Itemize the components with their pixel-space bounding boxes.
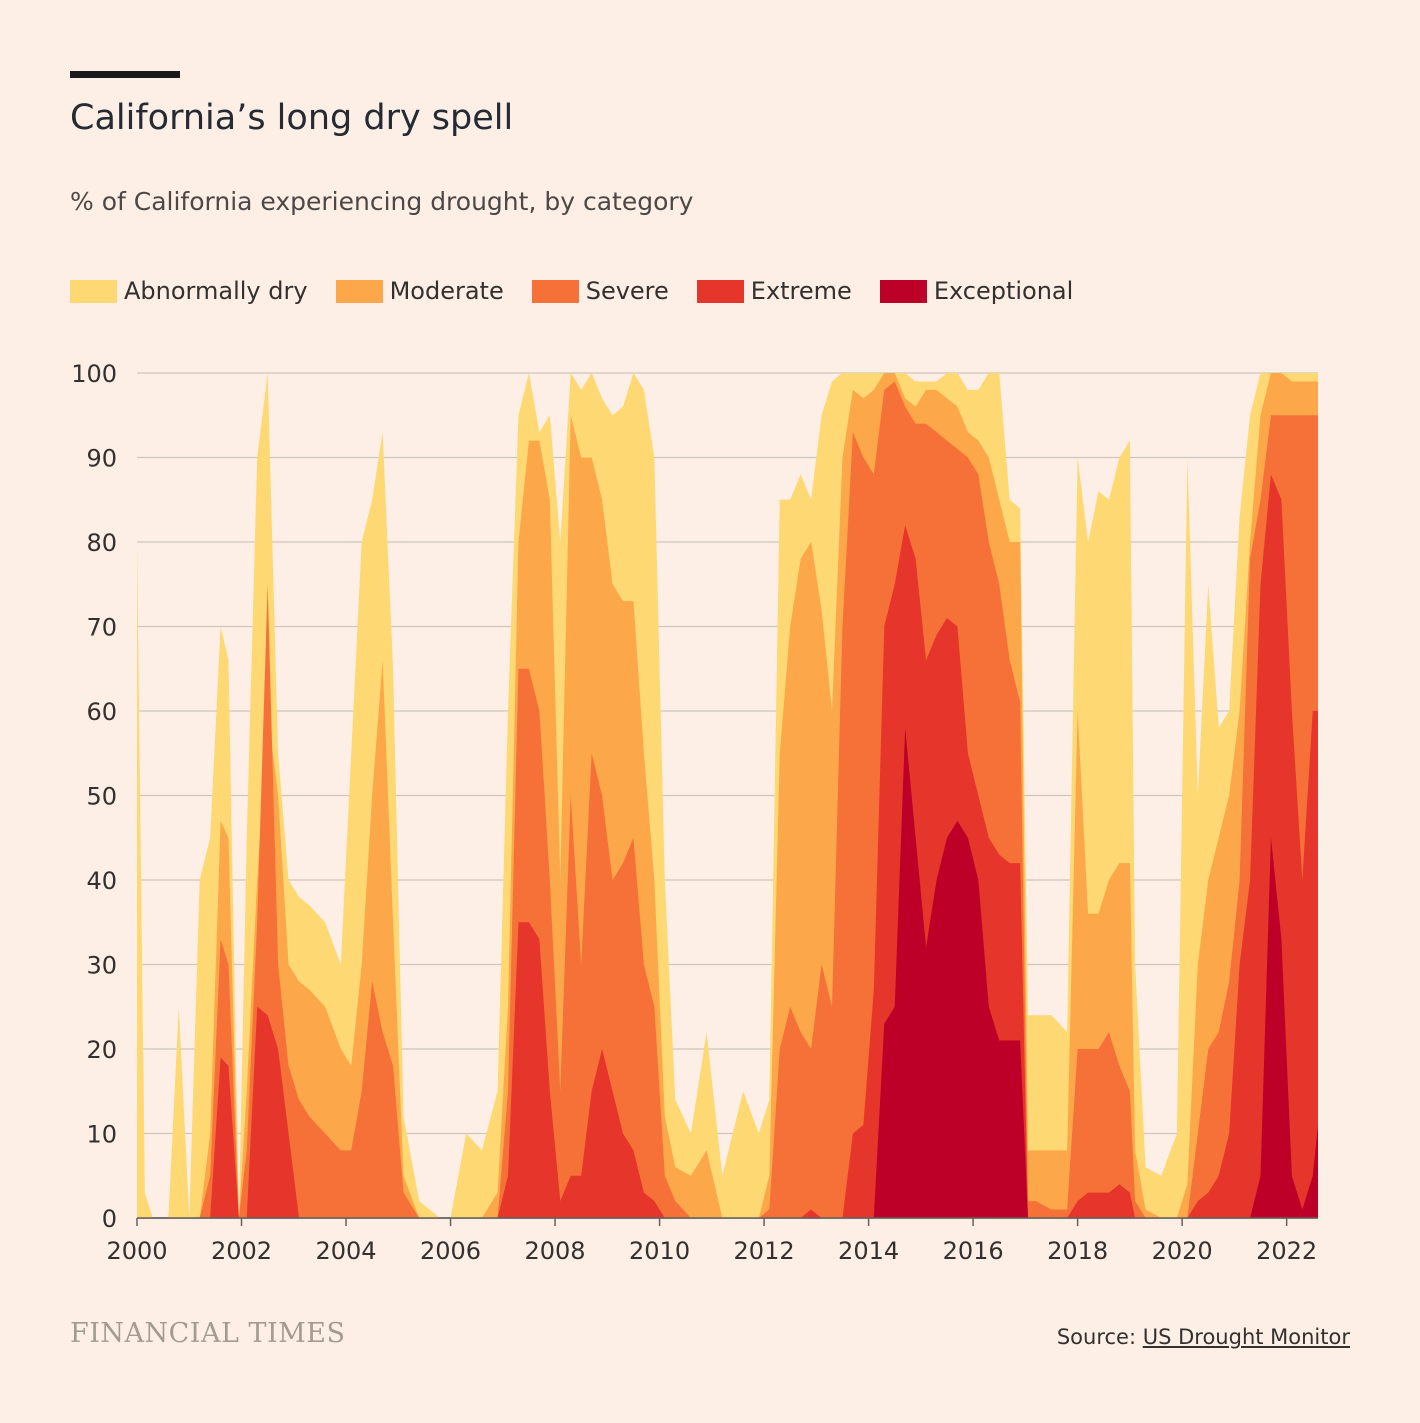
area-series <box>137 373 1318 1218</box>
x-tick-label: 2014 <box>838 1237 899 1265</box>
legend-swatch-moderate <box>335 279 383 303</box>
x-tick-label: 2010 <box>629 1237 690 1265</box>
x-tick-label: 2002 <box>211 1237 272 1265</box>
y-tick-label: 10 <box>86 1121 117 1149</box>
legend-label-moderate: Moderate <box>389 277 504 305</box>
y-tick-label: 30 <box>86 952 117 980</box>
legend-label-abnormally-dry: Abnormally dry <box>124 277 308 305</box>
y-tick-label: 20 <box>86 1036 117 1064</box>
drought-area-chart: 2000 2002 2004 2006 2008 2010 2012 2014 2016 2018… <box>71 360 1318 1265</box>
y-tick-label: 80 <box>86 529 117 557</box>
title-rule <box>70 71 180 78</box>
area-extreme <box>137 474 1318 1218</box>
legend-item-exceptional: Exceptional <box>879 277 1074 305</box>
legend-swatch-abnormally-dry <box>70 279 117 303</box>
x-tick-label: 2006 <box>420 1237 481 1265</box>
legend-label-exceptional: Exceptional <box>933 277 1074 305</box>
source-link[interactable]: US Drought Monitor <box>1142 1325 1350 1349</box>
y-tick-label: 70 <box>86 614 117 642</box>
x-tick-label: 2004 <box>315 1237 376 1265</box>
legend-item-extreme: Extreme <box>696 277 852 305</box>
legend-swatch-severe <box>531 279 579 303</box>
legend-label-extreme: Extreme <box>750 277 852 305</box>
x-tick-label: 2022 <box>1256 1237 1317 1265</box>
chart-subtitle: % of California experiencing drought, by… <box>70 187 694 216</box>
y-tick-label: 0 <box>102 1205 117 1233</box>
source-note: Source: US Drought Monitor <box>1057 1325 1350 1349</box>
y-tick-label: 50 <box>86 783 117 811</box>
y-tick-label: 60 <box>86 698 117 726</box>
legend-item-severe: Severe <box>531 277 669 305</box>
x-tick-label: 2016 <box>943 1237 1004 1265</box>
x-tick-label: 2018 <box>1047 1237 1108 1265</box>
legend-swatch-extreme <box>696 279 744 303</box>
legend-item-moderate: Moderate <box>335 277 504 305</box>
y-tick-label: 100 <box>71 360 117 388</box>
x-axis: 2000 2002 2004 2006 2008 2010 2012 2014 2016 2018… <box>106 1217 1318 1265</box>
y-tick-label: 90 <box>86 445 117 473</box>
source-prefix: Source: <box>1056 1325 1143 1349</box>
financial-times-logo: FINANCIAL TIMES <box>70 1318 346 1349</box>
x-tick-label: 2008 <box>525 1237 586 1265</box>
legend-label-severe: Severe <box>585 277 669 305</box>
x-tick-label: 2012 <box>734 1237 795 1265</box>
legend-item-abnormally-dry: Abnormally dry <box>70 277 308 305</box>
x-tick-label: 2020 <box>1152 1237 1213 1265</box>
x-tick-label: 2000 <box>106 1237 167 1265</box>
legend: Abnormally dry Moderate Severe Extreme E… <box>70 277 1101 305</box>
legend-swatch-exceptional <box>879 279 927 303</box>
y-tick-label: 40 <box>86 867 117 895</box>
y-axis: 0 10 20 30 40 50 60 70 80 90 100 <box>71 360 117 1233</box>
chart-title: California’s long dry spell <box>70 98 514 138</box>
